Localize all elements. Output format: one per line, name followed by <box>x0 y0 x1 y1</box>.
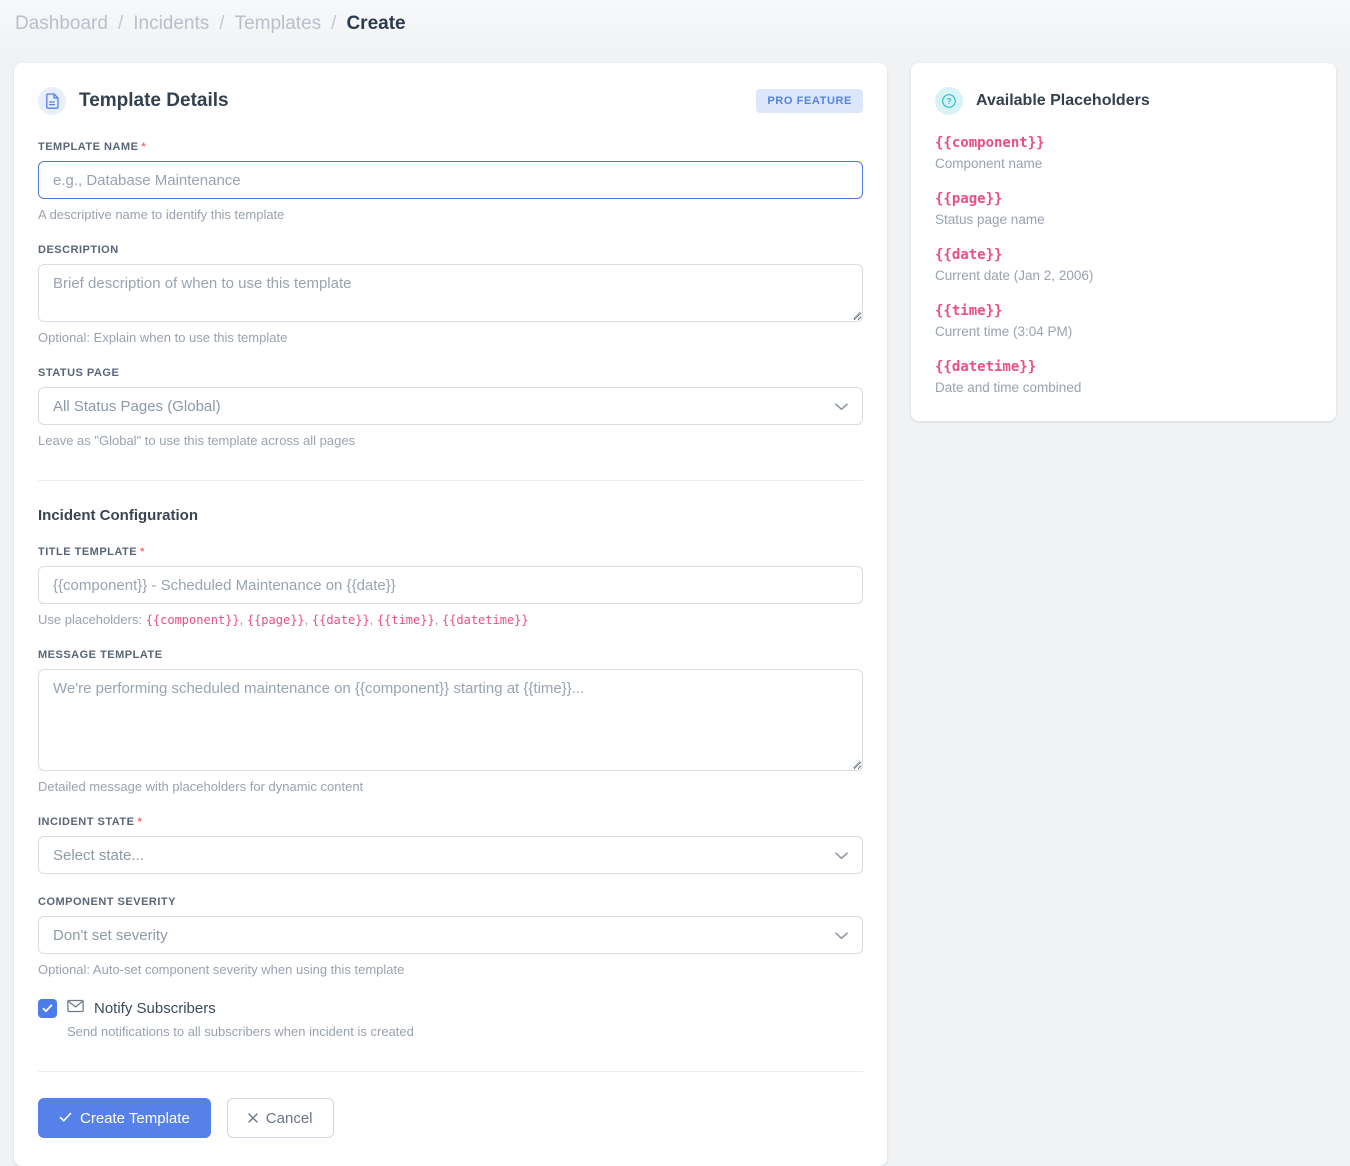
breadcrumb-dashboard[interactable]: Dashboard <box>15 13 108 34</box>
breadcrumb-separator: / <box>331 13 337 34</box>
title-template-help: Use placeholders: {{component}}, {{page}… <box>38 612 529 627</box>
placeholder-code-inline: {{datetime}} <box>441 613 529 627</box>
placeholder-code-inline: {{time}} <box>376 613 435 627</box>
status-page-selected-value: All Status Pages (Global) <box>53 397 221 415</box>
create-template-button[interactable]: Create Template <box>38 1098 211 1138</box>
placeholder-description: Date and time combined <box>935 380 1082 395</box>
field-notify-subscribers: Notify Subscribers Send notifications to… <box>38 999 863 1039</box>
required-mark: * <box>141 141 147 153</box>
placeholder-description: Status page name <box>935 212 1045 227</box>
card-header: Template Details PRO FEATURE <box>38 87 863 115</box>
incident-configuration-heading: Incident Configuration <box>38 507 198 524</box>
template-name-help: A descriptive name to identify this temp… <box>38 207 285 222</box>
message-template-label: MESSAGE TEMPLATE <box>38 649 163 661</box>
side-card-header: ? Available Placeholders <box>935 87 1312 115</box>
placeholder-list-item: {{component}} Component name <box>935 135 1312 171</box>
envelope-icon <box>67 999 84 1018</box>
help-icon: ? <box>935 87 963 115</box>
placeholder-description: Component name <box>935 156 1043 171</box>
breadcrumb-separator: / <box>117 13 124 34</box>
template-details-card: Template Details PRO FEATURE TEMPLATE NA… <box>14 63 887 1166</box>
placeholder-code: {{time}} <box>935 303 1003 319</box>
incident-state-selected-value: Select state... <box>53 846 144 864</box>
component-severity-select[interactable]: Don't set severity <box>38 916 863 954</box>
check-icon <box>59 1110 72 1127</box>
footer-divider <box>38 1071 863 1072</box>
placeholder-description: Current time (3:04 PM) <box>935 324 1073 339</box>
placeholder-list-item: {{date}} Current date (Jan 2, 2006) <box>935 247 1312 283</box>
section-divider <box>38 480 863 481</box>
status-page-label: STATUS PAGE <box>38 367 120 379</box>
placeholder-code-inline: {{component}} <box>145 613 240 627</box>
placeholder-code: {{datetime}} <box>935 359 1037 375</box>
field-component-severity: COMPONENT SEVERITY Don't set severity Op… <box>38 896 863 977</box>
placeholders-panel-title: Available Placeholders <box>976 92 1150 109</box>
svg-text:?: ? <box>946 96 951 106</box>
template-name-input[interactable] <box>38 161 863 199</box>
field-template-name: TEMPLATE NAME* A descriptive name to ide… <box>38 141 863 222</box>
content-area: Template Details PRO FEATURE TEMPLATE NA… <box>0 63 1350 1166</box>
incident-state-select[interactable]: Select state... <box>38 836 863 874</box>
field-incident-state: INCIDENT STATE * Select state... <box>38 816 863 874</box>
placeholder-description: Current date (Jan 2, 2006) <box>935 268 1094 283</box>
incident-state-label: INCIDENT STATE * <box>38 816 143 828</box>
breadcrumb-templates[interactable]: Templates <box>234 13 322 34</box>
field-title-template: TITLE TEMPLATE* Use placeholders: {{comp… <box>38 546 863 627</box>
field-status-page: STATUS PAGE All Status Pages (Global) Le… <box>38 367 863 448</box>
page-title: Template Details <box>79 90 229 111</box>
notify-subscribers-label: Notify Subscribers <box>94 1000 216 1017</box>
breadcrumb-create: Create <box>346 13 406 34</box>
placeholder-code: {{page}} <box>935 191 1003 207</box>
placeholder-code-inline: {{page}} <box>246 613 305 627</box>
required-mark: * <box>137 816 143 828</box>
available-placeholders-card: ? Available Placeholders {{component}} C… <box>911 63 1336 421</box>
placeholder-code-inline: {{date}} <box>311 613 370 627</box>
document-icon <box>38 87 66 115</box>
placeholder-code: {{component}} <box>935 135 1045 151</box>
placeholder-list-item: {{time}} Current time (3:04 PM) <box>935 303 1312 339</box>
notify-subscribers-help: Send notifications to all subscribers wh… <box>67 1024 414 1039</box>
placeholder-list-item: {{datetime}} Date and time combined <box>935 359 1312 395</box>
description-label: DESCRIPTION <box>38 244 119 256</box>
title-template-help-codes: {{component}}, {{page}}, {{date}}, {{tim… <box>145 612 529 627</box>
component-severity-help: Optional: Auto-set component severity wh… <box>38 962 405 977</box>
title-template-input[interactable] <box>38 566 863 604</box>
cancel-label: Cancel <box>265 1109 313 1127</box>
title-template-label: TITLE TEMPLATE * <box>38 546 145 558</box>
message-template-help: Detailed message with placeholders for d… <box>38 779 364 794</box>
component-severity-selected-value: Don't set severity <box>53 926 168 944</box>
placeholder-list-item: {{page}} Status page name <box>935 191 1312 227</box>
placeholder-list: {{component}} Component name {{page}} St… <box>935 135 1312 395</box>
field-description: DESCRIPTION Optional: Explain when to us… <box>38 244 863 345</box>
form-actions: Create Template Cancel <box>38 1098 863 1138</box>
create-template-label: Create Template <box>80 1109 190 1127</box>
field-message-template: MESSAGE TEMPLATE Detailed message with p… <box>38 649 863 794</box>
breadcrumb: Dashboard / Incidents / Templates / Crea… <box>0 0 1350 35</box>
status-page-select[interactable]: All Status Pages (Global) <box>38 387 863 425</box>
description-textarea[interactable] <box>38 264 863 322</box>
component-severity-label: COMPONENT SEVERITY <box>38 896 176 908</box>
chevron-down-icon <box>835 847 848 864</box>
message-template-textarea[interactable] <box>38 669 863 771</box>
placeholder-code: {{date}} <box>935 247 1003 263</box>
description-help: Optional: Explain when to use this templ… <box>38 330 288 345</box>
x-icon <box>248 1110 258 1127</box>
required-mark: * <box>140 546 145 558</box>
breadcrumb-separator: / <box>219 13 225 34</box>
pro-feature-badge: PRO FEATURE <box>756 89 863 113</box>
notify-subscribers-checkbox[interactable] <box>38 999 57 1018</box>
chevron-down-icon <box>835 398 848 415</box>
cancel-button[interactable]: Cancel <box>226 1098 334 1138</box>
notify-subscribers-row[interactable]: Notify Subscribers <box>38 999 863 1018</box>
chevron-down-icon <box>835 927 848 944</box>
template-name-label: TEMPLATE NAME * <box>38 141 147 153</box>
breadcrumb-incidents[interactable]: Incidents <box>133 13 210 34</box>
status-page-help: Leave as "Global" to use this template a… <box>38 433 356 448</box>
